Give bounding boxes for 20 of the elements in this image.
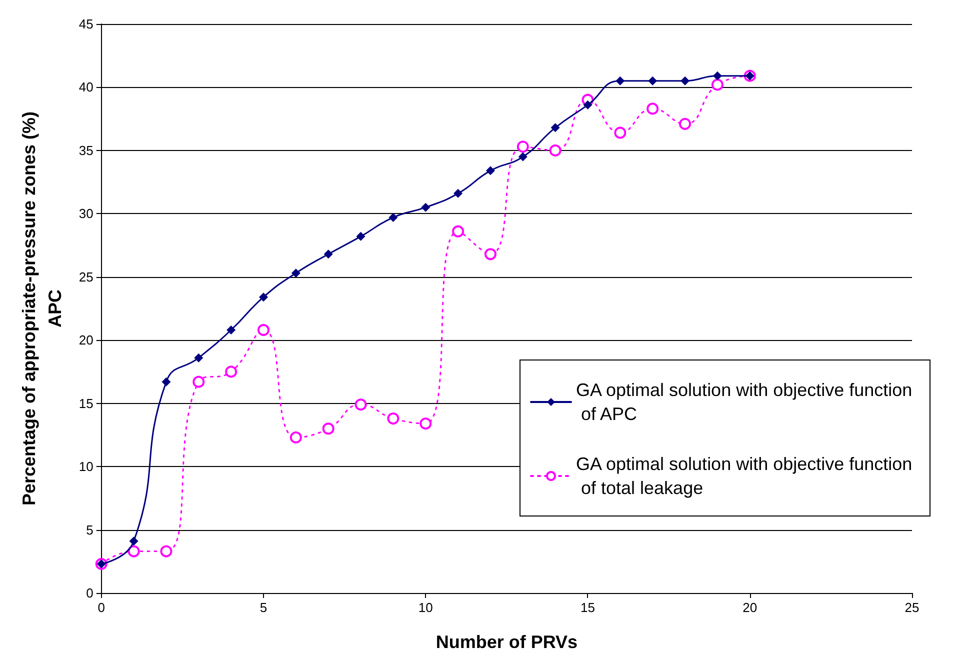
x-tick-label: 5 — [260, 600, 268, 615]
x-tick-label: 0 — [98, 600, 105, 615]
x-tick-label: 20 — [742, 600, 758, 615]
legend-label: GA optimal solution with objective function of total leakage — [576, 454, 912, 498]
y-tick-label: 5 — [86, 522, 94, 538]
y-tick-label: 0 — [86, 586, 94, 600]
y-tick-label: 35 — [78, 142, 94, 158]
y-tick-label: 40 — [78, 80, 94, 95]
x-tick-label: 10 — [418, 600, 433, 615]
y-tick-label: 25 — [78, 269, 94, 284]
y-tick-label: 15 — [78, 396, 94, 411]
y-tick-label: 30 — [78, 206, 94, 222]
legend-label: GA optimal solution with objective function of APC — [576, 380, 912, 424]
x-tick-label: 15 — [580, 600, 595, 615]
y-tick-label: 45 — [78, 16, 94, 32]
x-tick-label: 25 — [904, 600, 920, 615]
x-axis-title: Number of PRVs — [436, 632, 578, 652]
y-tick-label: 20 — [78, 332, 94, 348]
y-axis-title: Percentage of appropriate-pressure zones (%) APC — [19, 111, 65, 506]
y-tick-label: 10 — [78, 459, 94, 474]
